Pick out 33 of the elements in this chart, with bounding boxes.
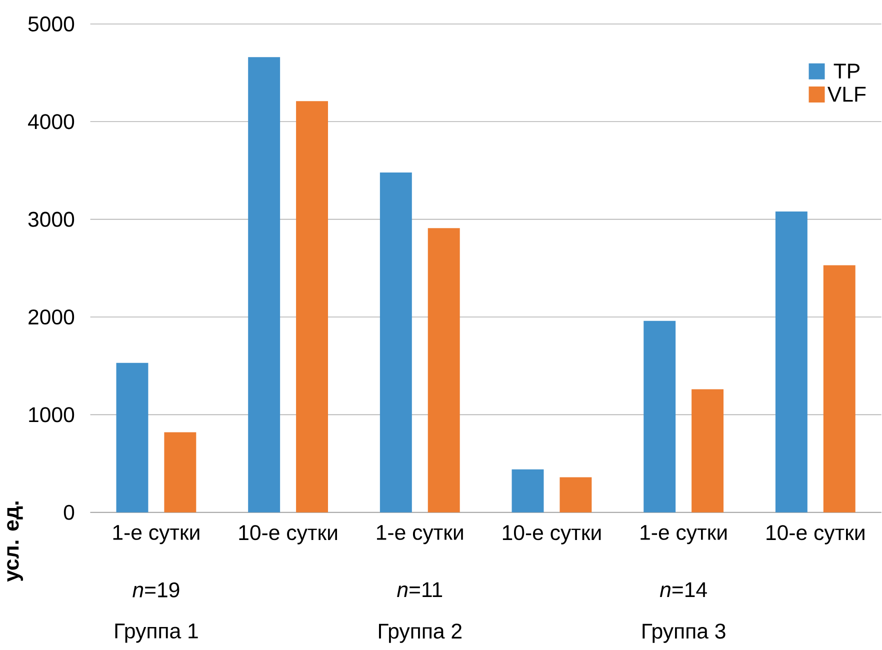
x-tick-label: 1-е сутки	[377, 525, 463, 544]
bar	[775, 212, 808, 512]
text: Группа 1	[115, 624, 198, 643]
text: n=19	[132, 582, 180, 598]
bar	[428, 228, 460, 512]
bar	[164, 432, 196, 512]
y-tick-label: 1000	[29, 407, 74, 422]
bar	[512, 469, 544, 512]
bar	[560, 477, 592, 512]
x-tick-label: 1-е сутки	[113, 525, 200, 544]
bar	[296, 101, 328, 512]
legend-label: TP	[834, 64, 860, 78]
text: Группа 2	[378, 624, 462, 643]
y-tick-label: 5000	[28, 16, 74, 32]
legend-label: VLF	[828, 86, 866, 102]
y-tick-label: 4000	[28, 114, 74, 130]
bar	[116, 362, 148, 512]
x-tick-label: 1-е сутки	[640, 525, 727, 544]
text: n=14	[660, 582, 707, 597]
y-axis-title: усл. ед.	[7, 502, 23, 582]
y-tick-label: 2000	[28, 309, 74, 325]
bar	[644, 320, 676, 512]
y-tick-label: 3000	[28, 212, 74, 227]
text: n=11	[397, 582, 442, 597]
y-tick-label: 0	[64, 504, 74, 520]
x-tick-label: 10-е сутки	[502, 525, 601, 544]
x-tick-label: 10-е сутки	[766, 525, 864, 544]
text: Группа 3	[642, 624, 726, 643]
x-tick-label: 10-е сутки	[239, 525, 337, 544]
bar	[380, 172, 412, 512]
bar	[823, 265, 856, 512]
bar	[248, 57, 280, 512]
bar	[692, 389, 724, 512]
